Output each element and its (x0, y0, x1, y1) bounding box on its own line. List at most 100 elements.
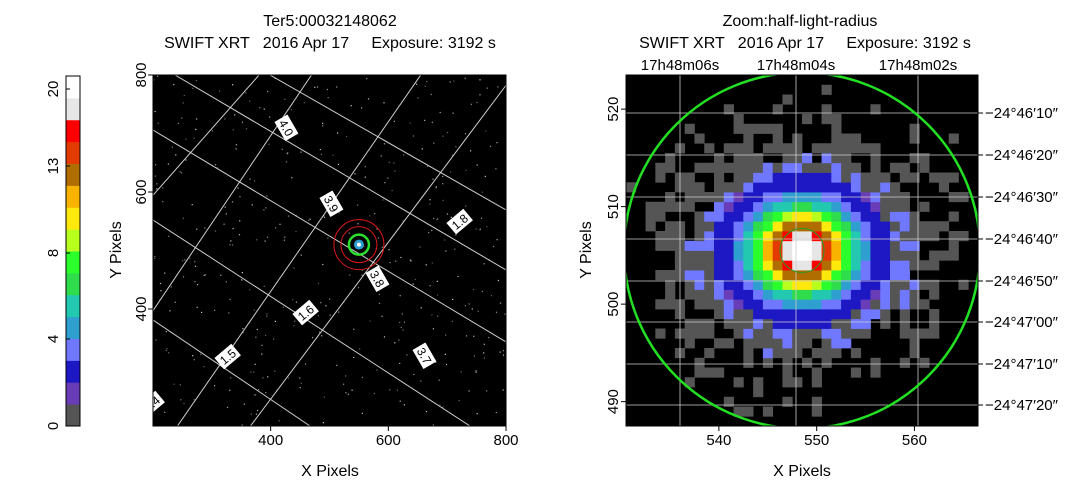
heatmap-cell (782, 309, 793, 320)
heatmap-cell (743, 153, 754, 164)
heatmap-cell (899, 328, 910, 339)
noise-dot (431, 314, 433, 316)
heatmap-cell (880, 299, 891, 310)
heatmap-cell (811, 406, 822, 417)
heatmap-cell (704, 270, 715, 281)
noise-dot (488, 336, 490, 339)
noise-dot (460, 371, 462, 373)
noise-dot (389, 262, 391, 264)
noise-dot (294, 320, 296, 322)
left-subtitle: SWIFT XRT 2016 Apr 17 Exposure: 3192 s (164, 35, 496, 52)
noise-dot (231, 201, 234, 203)
noise-dot (238, 234, 241, 236)
colorbar-segment (66, 185, 80, 208)
heatmap-cell (665, 221, 676, 232)
noise-dot (367, 98, 370, 100)
noise-dot (353, 356, 355, 358)
heatmap-cell (743, 289, 754, 300)
heatmap-cell (655, 240, 666, 251)
heatmap-cell (811, 182, 822, 193)
heatmap-cell (772, 250, 783, 261)
noise-dot (399, 400, 401, 402)
heatmap-cell (860, 289, 871, 300)
heatmap-cell (782, 94, 793, 105)
noise-dot (429, 199, 431, 201)
noise-dot (256, 239, 258, 241)
heatmap-cell (870, 299, 881, 310)
noise-dot (250, 413, 252, 415)
noise-dot (168, 235, 170, 237)
noise-dot (420, 380, 422, 382)
background-annulus-inner (340, 226, 378, 264)
heatmap-cell (841, 279, 852, 290)
noise-dot (184, 259, 186, 261)
heatmap-cell (850, 133, 862, 144)
heatmap-cell (811, 231, 822, 242)
y-tick-label: 600 (133, 179, 150, 204)
heatmap-cell (811, 211, 822, 222)
heatmap-cell (802, 231, 813, 242)
heatmap-cell (684, 338, 695, 349)
heatmap-cell (802, 289, 813, 300)
grid-label-box (292, 299, 319, 326)
noise-dot (262, 377, 264, 379)
noise-dot (263, 209, 265, 211)
noise-dot (481, 290, 483, 292)
grid-label-text: 1.4 (141, 393, 163, 415)
noise-dot (412, 283, 414, 285)
heatmap-cell (821, 240, 832, 251)
noise-dot (319, 331, 321, 333)
x-tick-label: 400 (258, 432, 283, 449)
noise-dot (154, 175, 157, 177)
heatmap-cell (929, 231, 940, 242)
heatmap-cell (919, 221, 930, 232)
noise-dot (345, 392, 347, 394)
x-tick-label: 550 (804, 432, 829, 449)
heatmap-cell (909, 153, 920, 164)
noise-dot (182, 260, 184, 262)
noise-dot (364, 176, 366, 178)
heatmap-cell (694, 279, 705, 290)
heatmap-cell (753, 260, 764, 271)
noise-dot (193, 137, 195, 139)
heatmap-cell (850, 270, 862, 281)
colorbar-segment (66, 119, 80, 143)
heatmap-cell (841, 172, 852, 183)
heatmap-cell (782, 367, 793, 378)
noise-dot (168, 352, 170, 354)
heatmap-cell (792, 328, 803, 339)
heatmap-cell (733, 260, 744, 271)
heatmap-cell (645, 201, 656, 212)
noise-dot (154, 257, 156, 259)
noise-dot (266, 195, 268, 197)
noise-dot (255, 336, 257, 338)
noise-dot (332, 154, 334, 156)
left-coordinate-grid: 1.41.51.61.84.03.93.83.7 (141, 75, 506, 426)
noise-dot (420, 307, 422, 309)
heatmap-cell (890, 299, 901, 310)
noise-dot (218, 90, 221, 92)
heatmap-cell (723, 201, 734, 212)
noise-dot (436, 219, 438, 221)
heatmap-cell (850, 318, 862, 329)
noise-dot (232, 84, 234, 86)
heatmap-cell (821, 299, 832, 310)
heatmap-cell (909, 299, 920, 310)
noise-dot (388, 161, 390, 163)
noise-dot (321, 335, 323, 337)
heatmap-cell (655, 328, 666, 339)
heatmap-cell (694, 211, 705, 222)
noise-dot (499, 302, 502, 304)
heatmap-cell (831, 240, 842, 251)
noise-dot (157, 122, 159, 124)
colorbar-segment (66, 338, 80, 361)
noise-dot (486, 226, 488, 228)
heatmap-cell (714, 240, 725, 251)
heatmap-cell (714, 367, 725, 378)
noise-dot (185, 138, 187, 140)
grid-label-box (214, 343, 241, 370)
noise-dot (383, 143, 385, 145)
heatmap-cell (762, 270, 774, 281)
heatmap-cell (899, 162, 910, 173)
colorbar-tick-label: 13 (45, 158, 62, 175)
